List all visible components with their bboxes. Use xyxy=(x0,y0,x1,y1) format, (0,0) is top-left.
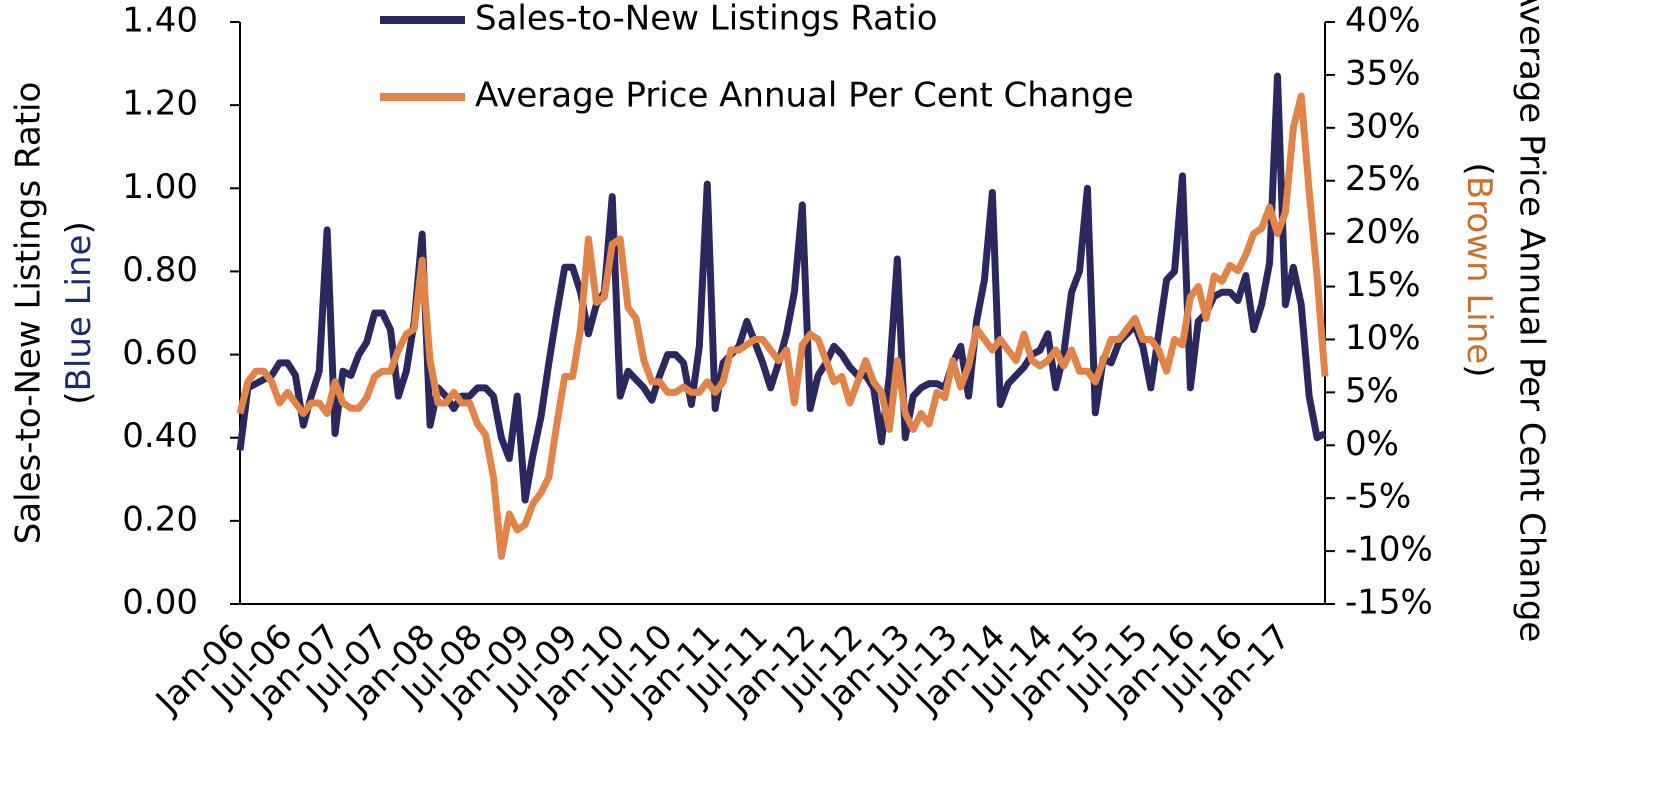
legend-label: Sales-to-New Listings Ratio xyxy=(475,0,938,39)
y-tick-label: 1.00 xyxy=(122,167,198,207)
paren: ) xyxy=(1460,364,1500,377)
y2-tick-label: 5% xyxy=(1345,371,1399,411)
y-axis-title: Sales-to-New Listings Ratio xyxy=(9,82,49,545)
paren: ( xyxy=(1460,163,1500,176)
y2-tick-label: -10% xyxy=(1345,530,1433,570)
y2-tick-label: 40% xyxy=(1345,1,1421,41)
y2-tick-label: 0% xyxy=(1345,424,1399,464)
y-tick-label: 0.00 xyxy=(122,583,198,623)
y-tick-label: 0.80 xyxy=(122,250,198,290)
paren: ( xyxy=(59,391,99,404)
y-tick-label: 0.60 xyxy=(122,333,198,373)
paren: ) xyxy=(59,221,99,234)
series-line xyxy=(236,72,1327,504)
legend-label: Average Price Annual Per Cent Change xyxy=(475,76,1134,116)
y-tick-label: 1.40 xyxy=(122,1,198,41)
y2-axis-title: Average Price Annual Per Cent Change xyxy=(1512,0,1552,642)
y2-tick-label: -15% xyxy=(1345,583,1433,623)
y2-tick-label: 25% xyxy=(1345,159,1421,199)
note-text: Blue Line xyxy=(59,235,99,392)
y2-tick-label: 10% xyxy=(1345,318,1421,358)
series-line xyxy=(236,92,1329,560)
y2-axis-note: (Brown Line) xyxy=(1460,163,1500,378)
y2-tick-label: 20% xyxy=(1345,212,1421,252)
y-tick-label: 0.40 xyxy=(122,416,198,456)
y2-tick-label: 35% xyxy=(1345,53,1421,93)
y2-tick-label: 15% xyxy=(1345,265,1421,305)
y2-tick-label: -5% xyxy=(1345,477,1411,517)
y2-tick-label: 30% xyxy=(1345,106,1421,146)
note-text: Brown Line xyxy=(1460,176,1500,364)
y-axis-note: (Blue Line) xyxy=(59,221,99,404)
y-tick-label: 1.20 xyxy=(122,84,198,124)
y-tick-label: 0.20 xyxy=(122,499,198,539)
